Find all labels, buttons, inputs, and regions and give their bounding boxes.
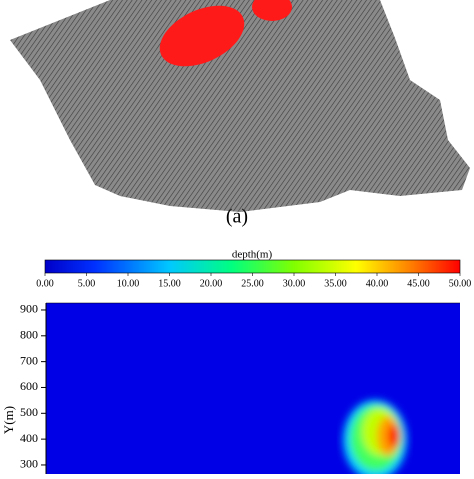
colorbar-tick-label: 50.00: [449, 278, 472, 289]
y-tick-label: 700: [20, 353, 38, 367]
colorbar-tick-label: 40.00: [366, 278, 389, 289]
y-tick-label: 800: [20, 328, 38, 342]
colorbar-tick-label: 30.00: [283, 278, 306, 289]
panel-label: (a): [226, 206, 248, 228]
colorbar-tick-label: 15.00: [158, 278, 181, 289]
colorbar-tick-label: 45.00: [407, 278, 430, 289]
colorbar-tick-label: 20.00: [200, 278, 223, 289]
red-region: [159, 5, 245, 67]
red-region: [252, 0, 292, 21]
y-tick-label: 600: [20, 379, 38, 393]
terrain-panel: (a): [10, 0, 470, 228]
colorbar-title: depth(m): [232, 249, 273, 261]
colorbar-tick-label: 35.00: [324, 278, 347, 289]
colorbar-tick-label: 10.00: [117, 278, 140, 289]
colorbar-tick-label: 5.00: [78, 278, 96, 289]
colorbar-tick-label: 0.00: [36, 278, 54, 289]
y-tick-label: 400: [20, 431, 38, 445]
y-tick-label: 500: [20, 405, 38, 419]
colorbar: [44, 259, 461, 274]
colorbar-tick-label: 25.00: [241, 278, 264, 289]
y-axis-label: Y(m): [1, 406, 16, 434]
y-tick-label: 900: [20, 302, 38, 316]
terrain-mesh: [10, 0, 470, 212]
depth-field: [343, 400, 407, 474]
depth-contour: [388, 424, 400, 448]
y-tick-label: 300: [20, 457, 38, 471]
